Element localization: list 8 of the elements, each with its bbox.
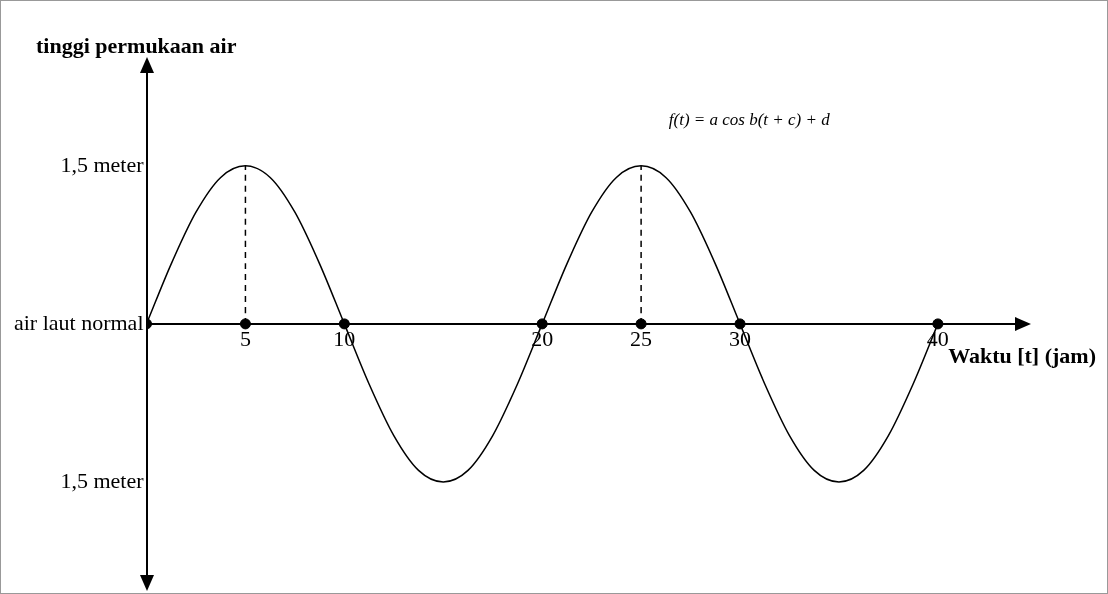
x-axis-title: Waktu [t] (jam) — [948, 342, 1096, 368]
y-tick-label: 1,5 meter — [60, 151, 145, 177]
y-tick-label: 1,5 meter — [60, 467, 145, 493]
annotation: f(t) = a cos b(t + c) + d — [668, 110, 831, 130]
y-tick-label: air laut normal — [13, 309, 144, 335]
x-tick-label: 25 — [630, 325, 653, 351]
x-tick-label: 5 — [239, 325, 251, 351]
y-axis-title: tinggi permukaan air — [36, 33, 237, 58]
